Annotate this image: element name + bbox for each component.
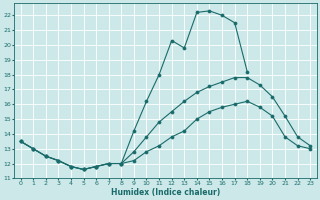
X-axis label: Humidex (Indice chaleur): Humidex (Indice chaleur) [111,188,220,197]
